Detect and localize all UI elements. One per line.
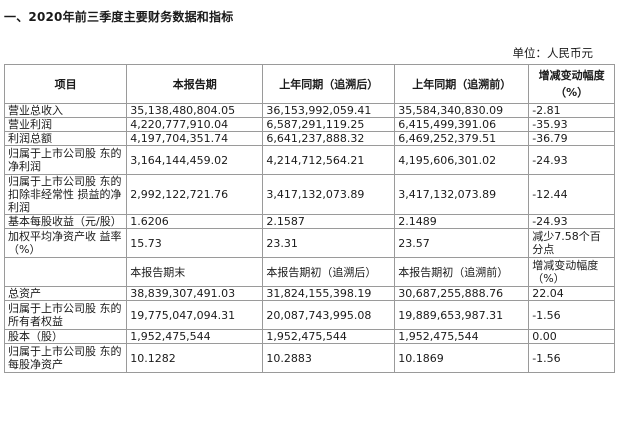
cell-value: 23.57 — [394, 228, 530, 258]
subheader-empty — [3, 257, 128, 287]
cell-value: 23.31 — [262, 228, 396, 258]
cell-value: -36.79 — [528, 131, 615, 146]
row-label: 归属于上市公司股 东的每股净资产 — [3, 343, 128, 373]
cell-value: 19,775,047,094.31 — [126, 300, 264, 330]
row-label: 利润总额 — [3, 131, 128, 146]
row-label: 营业利润 — [3, 117, 128, 132]
cell-value: 6,469,252,379.51 — [394, 131, 530, 146]
cell-value: 6,587,291,119.25 — [262, 117, 396, 132]
cell-value: 10.1282 — [126, 343, 264, 373]
row-label: 归属于上市公司股 东的所有者权益 — [3, 300, 128, 330]
cell-value: 35,584,340,830.09 — [394, 103, 530, 118]
header-prior-original: 上年同期（追溯前） — [394, 64, 530, 104]
row-label: 归属于上市公司股 东的净利润 — [3, 145, 128, 175]
table-header-row: 项目 本报告期 上年同期（追溯后） 上年同期（追溯前） 增减变动幅度（%） — [3, 64, 615, 104]
cell-value: 0.00 — [528, 329, 615, 344]
table-row: 基本每股收益（元/股） 1.6206 2.1587 2.1489 -24.93 — [3, 214, 615, 229]
header-prior-restated: 上年同期（追溯后） — [262, 64, 396, 104]
cell-value: 4,220,777,910.04 — [126, 117, 264, 132]
cell-value: 22.04 — [528, 286, 615, 301]
subheader-change-pct: 增减变动幅度（%） — [528, 257, 615, 287]
cell-value: -1.56 — [528, 343, 615, 373]
row-label: 总资产 — [3, 286, 128, 301]
cell-value: 31,824,155,398.19 — [262, 286, 396, 301]
cell-value: -24.93 — [528, 145, 615, 175]
table-row: 股本（股） 1,952,475,544 1,952,475,544 1,952,… — [3, 329, 615, 344]
table-row: 利润总额 4,197,704,351.74 6,641,237,888.32 6… — [3, 131, 615, 146]
table-row: 营业利润 4,220,777,910.04 6,587,291,119.25 6… — [3, 117, 615, 132]
cell-value: 1,952,475,544 — [126, 329, 264, 344]
cell-value: 38,839,307,491.03 — [126, 286, 264, 301]
table-row: 归属于上市公司股 东的每股净资产 10.1282 10.2883 10.1869… — [3, 343, 615, 373]
cell-value: 10.1869 — [394, 343, 530, 373]
table-row: 加权平均净资产收 益率（%） 15.73 23.31 23.57 减少7.58个… — [3, 228, 615, 258]
cell-value: 6,641,237,888.32 — [262, 131, 396, 146]
table-subheader-row: 本报告期末 本报告期初（追溯后） 本报告期初（追溯前） 增减变动幅度（%） — [3, 257, 615, 287]
cell-value: 减少7.58个百分点 — [528, 228, 615, 258]
cell-value: 3,417,132,073.89 — [262, 174, 396, 215]
cell-value: 20,087,743,995.08 — [262, 300, 396, 330]
table-row: 归属于上市公司股 东的净利润 3,164,144,459.02 4,214,71… — [3, 145, 615, 175]
cell-value: -24.93 — [528, 214, 615, 229]
cell-value: 4,197,704,351.74 — [126, 131, 264, 146]
cell-value: 2.1587 — [262, 214, 396, 229]
cell-value: 6,415,499,391.06 — [394, 117, 530, 132]
row-label: 股本（股） — [3, 329, 128, 344]
cell-value: 19,889,653,987.31 — [394, 300, 530, 330]
row-label: 归属于上市公司股 东的扣除非经常性 损益的净利润 — [3, 174, 128, 215]
table-row: 营业总收入 35,138,480,804.05 36,153,992,059.4… — [3, 103, 615, 118]
cell-value: 15.73 — [126, 228, 264, 258]
cell-value: 36,153,992,059.41 — [262, 103, 396, 118]
financial-table: 项目 本报告期 上年同期（追溯后） 上年同期（追溯前） 增减变动幅度（%） 营业… — [3, 64, 615, 373]
table-row: 总资产 38,839,307,491.03 31,824,155,398.19 … — [3, 286, 615, 301]
cell-value: 2,992,122,721.76 — [126, 174, 264, 215]
cell-value: -2.81 — [528, 103, 615, 118]
cell-value: -12.44 — [528, 174, 615, 215]
cell-value: 4,214,712,564.21 — [262, 145, 396, 175]
row-label: 基本每股收益（元/股） — [3, 214, 128, 229]
cell-value: 30,687,255,888.76 — [394, 286, 530, 301]
subheader-begin-original: 本报告期初（追溯前） — [394, 257, 530, 287]
row-label: 加权平均净资产收 益率（%） — [3, 228, 128, 258]
header-current-period: 本报告期 — [126, 64, 264, 104]
cell-value: 1.6206 — [126, 214, 264, 229]
cell-value: 10.2883 — [262, 343, 396, 373]
header-item: 项目 — [3, 64, 128, 104]
cell-value: 3,164,144,459.02 — [126, 145, 264, 175]
cell-value: -1.56 — [528, 300, 615, 330]
table-row: 归属于上市公司股 东的所有者权益 19,775,047,094.31 20,08… — [3, 300, 615, 330]
row-label: 营业总收入 — [3, 103, 128, 118]
table-row: 归属于上市公司股 东的扣除非经常性 损益的净利润 2,992,122,721.7… — [3, 174, 615, 215]
cell-value: 4,195,606,301.02 — [394, 145, 530, 175]
cell-value: 1,952,475,544 — [262, 329, 396, 344]
section-title: 一、2020年前三季度主要财务数据和指标 — [4, 10, 234, 24]
cell-value: 2.1489 — [394, 214, 530, 229]
cell-value: 1,952,475,544 — [394, 329, 530, 344]
cell-value: 35,138,480,804.05 — [126, 103, 264, 118]
currency-unit: 单位：人民币元 — [512, 46, 594, 60]
header-change-pct: 增减变动幅度（%） — [528, 64, 615, 104]
subheader-begin-restated: 本报告期初（追溯后） — [262, 257, 396, 287]
subheader-period-end: 本报告期末 — [126, 257, 264, 287]
cell-value: 3,417,132,073.89 — [394, 174, 530, 215]
cell-value: -35.93 — [528, 117, 615, 132]
